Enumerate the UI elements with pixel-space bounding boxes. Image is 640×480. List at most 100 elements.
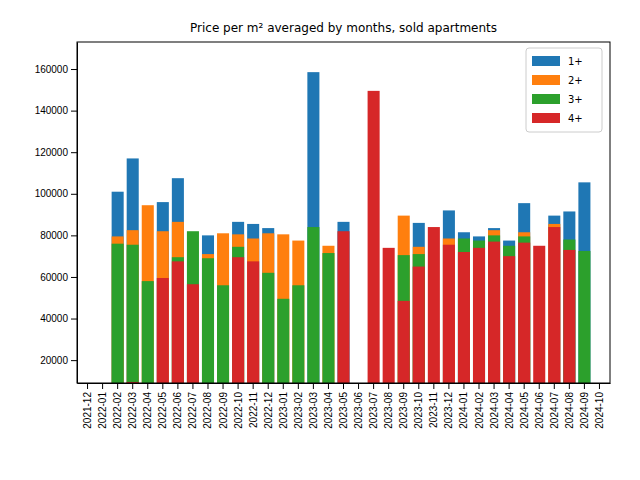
x-tick: 2022-10 — [233, 383, 244, 429]
x-tick-mark — [539, 383, 540, 389]
x-tick-mark — [192, 383, 193, 389]
y-tick: 60000 — [40, 272, 77, 283]
bar — [473, 236, 485, 383]
x-tick: 2023-11 — [428, 383, 439, 428]
bar — [232, 234, 244, 383]
bar — [172, 261, 184, 383]
legend-box — [526, 48, 602, 132]
legend-label: 1+ — [568, 56, 583, 67]
x-tick: 2024-07 — [549, 383, 560, 429]
bar — [383, 248, 395, 383]
x-axis: 2021-122022-012022-022022-032022-042022-… — [78, 383, 611, 429]
y-tick-mark — [71, 69, 77, 70]
x-tick-mark — [448, 383, 449, 389]
x-tick-mark — [238, 383, 239, 389]
legend-swatch — [532, 113, 560, 123]
x-tick-mark — [463, 383, 464, 389]
legend-label: 4+ — [568, 113, 583, 124]
bar — [277, 299, 289, 383]
legend-swatch — [532, 94, 560, 104]
y-tick-mark — [71, 360, 77, 361]
bar — [127, 245, 139, 383]
y-tick-mark — [71, 152, 77, 153]
x-tick-label: 2024-08 — [564, 392, 575, 429]
x-tick-mark — [313, 383, 314, 389]
x-tick-mark — [479, 383, 480, 389]
bar — [458, 252, 470, 383]
x-tick-label: 2024-09 — [579, 392, 590, 429]
bar — [473, 248, 485, 383]
x-tick-mark — [132, 383, 133, 389]
legend-item: 2+ — [532, 75, 583, 86]
y-tick-label: 160000 — [35, 64, 69, 75]
bar — [292, 241, 304, 383]
bar — [247, 224, 259, 383]
bar — [262, 233, 274, 383]
bar — [217, 285, 229, 383]
x-tick-label: 2022-02 — [112, 392, 123, 429]
x-tick-mark — [177, 383, 178, 389]
x-tick: 2024-05 — [519, 383, 530, 429]
y-tick: 40000 — [40, 313, 77, 324]
x-tick-mark — [403, 383, 404, 389]
x-tick-mark — [388, 383, 389, 389]
x-tick: 2022-02 — [112, 383, 123, 429]
x-tick-label: 2023-05 — [338, 392, 349, 429]
bar — [548, 216, 560, 383]
x-tick: 2023-12 — [443, 383, 454, 429]
x-tick: 2024-09 — [579, 383, 590, 429]
x-tick-label: 2022-09 — [218, 392, 229, 429]
bar — [503, 256, 515, 383]
x-tick-label: 2024-10 — [594, 392, 605, 429]
bar — [578, 182, 590, 383]
x-tick-mark — [373, 383, 374, 389]
x-tick-label: 2023-02 — [293, 392, 304, 429]
bar — [548, 224, 560, 383]
bar — [413, 267, 425, 383]
x-tick-label: 2023-03 — [308, 392, 319, 429]
x-tick: 2022-01 — [97, 383, 108, 429]
bar — [277, 234, 289, 383]
series-bars — [112, 227, 591, 383]
bar — [458, 238, 470, 383]
bar — [563, 250, 575, 383]
x-tick: 2022-06 — [172, 383, 183, 429]
x-tick-label: 2022-01 — [97, 392, 108, 429]
bar — [112, 192, 124, 383]
x-tick-label: 2024-07 — [549, 392, 560, 429]
bar — [548, 227, 560, 383]
x-tick-label: 2022-04 — [142, 392, 153, 429]
y-tick-label: 60000 — [40, 272, 68, 283]
bar — [322, 253, 334, 383]
x-tick-mark — [298, 383, 299, 389]
legend-swatch — [532, 56, 560, 66]
bar — [262, 273, 274, 383]
bar — [518, 236, 530, 383]
bar — [172, 222, 184, 383]
x-tick-label: 2022-06 — [172, 392, 183, 429]
series-bars — [112, 72, 591, 383]
x-tick: 2023-10 — [413, 383, 424, 429]
y-tick-mark — [71, 277, 77, 278]
x-tick: 2023-04 — [323, 383, 334, 429]
bar — [443, 238, 455, 383]
bar — [533, 246, 545, 383]
x-tick-mark — [87, 383, 88, 389]
chart: 2021-122022-012022-022022-032022-042022-… — [0, 0, 640, 480]
x-tick-label: 2023-12 — [443, 392, 454, 429]
x-tick-mark — [117, 383, 118, 389]
x-tick-mark — [102, 383, 103, 389]
x-tick-label: 2024-05 — [519, 392, 530, 429]
bar — [247, 261, 259, 383]
bars — [112, 72, 591, 383]
x-tick-mark — [147, 383, 148, 389]
title: Price per m² averaged by months, sold ap… — [190, 21, 497, 35]
x-tick: 2024-06 — [534, 383, 545, 429]
legend-item: 1+ — [532, 56, 583, 67]
bar — [172, 178, 184, 383]
bar — [413, 254, 425, 383]
x-tick-mark — [584, 383, 585, 389]
x-tick-label: 2022-11 — [248, 392, 259, 428]
bar — [187, 231, 199, 383]
x-tick-label: 2022-07 — [187, 392, 198, 429]
